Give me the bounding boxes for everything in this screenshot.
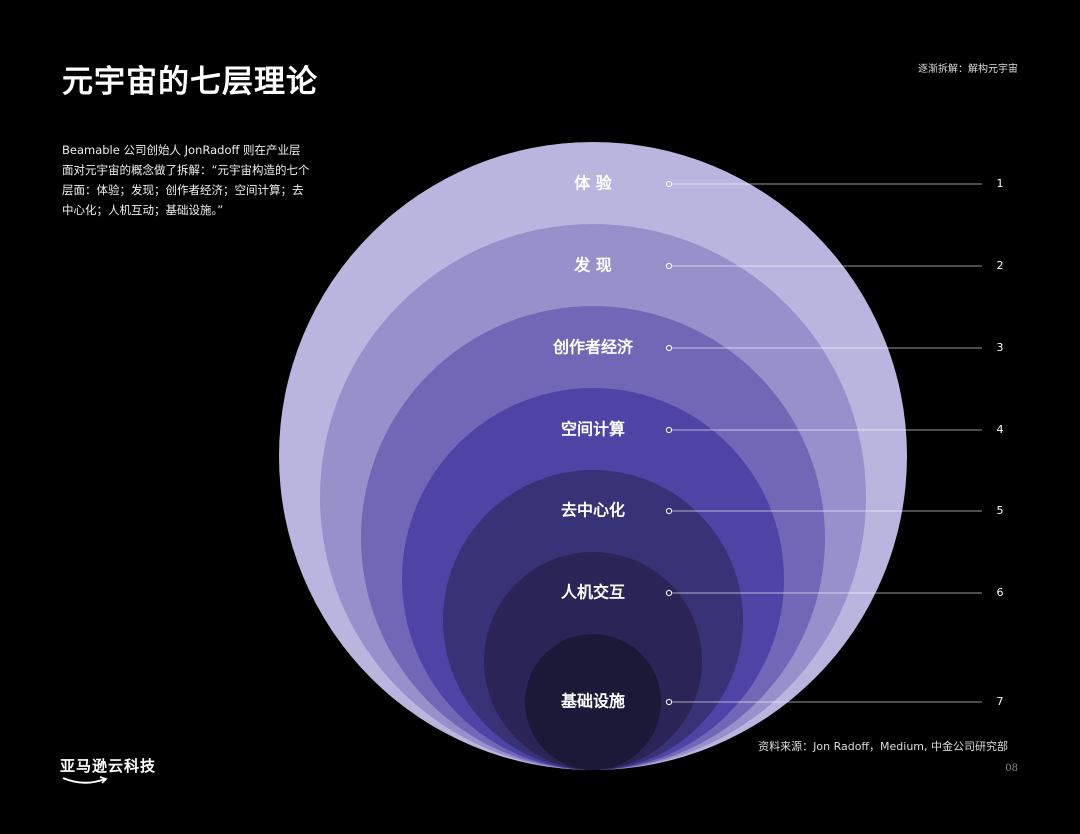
leader-dot-2: [665, 262, 673, 270]
leader-dot-3: [665, 344, 673, 352]
leader-dot-5: [665, 507, 673, 515]
layer-number-2: 2: [997, 259, 1004, 272]
layer-label-6: 人机交互: [561, 583, 625, 602]
layer-label-3: 创作者经济: [552, 338, 634, 357]
layer-label-5: 去中心化: [561, 501, 625, 520]
leader-dot-6: [665, 589, 673, 597]
layer-number-5: 5: [997, 504, 1004, 517]
layer-label-4: 空间计算: [561, 420, 625, 439]
source-note: 资料来源：Jon Radoff，Medium, 中金公司研究部: [758, 740, 1008, 753]
leader-dot-1: [665, 180, 673, 188]
layer-circle-7: [525, 634, 661, 770]
leader-dot-4: [665, 426, 673, 434]
layer-number-1: 1: [997, 177, 1004, 190]
layer-number-4: 4: [997, 423, 1004, 436]
smile-arrow-icon: [62, 776, 108, 784]
section-label: 逐渐拆解：解构元宇宙: [918, 64, 1018, 75]
layer-label-2: 发 现: [573, 256, 612, 275]
logo-text: 亚马逊云科技: [60, 757, 157, 775]
layer-number-7: 7: [997, 695, 1004, 708]
intro-text: Beamable 公司创始人 JonRadoff 则在产业层面对元宇宙的概念做了…: [62, 143, 310, 217]
layer-label-7: 基础设施: [560, 692, 625, 711]
layer-number-3: 3: [997, 341, 1004, 354]
page-number: 08: [1005, 763, 1018, 774]
leader-dot-7: [665, 698, 673, 706]
page-title: 元宇宙的七层理论: [62, 64, 318, 100]
company-logo: 亚马逊云科技: [60, 755, 170, 795]
layer-number-6: 6: [997, 586, 1004, 599]
layer-label-1: 体 验: [574, 174, 613, 193]
